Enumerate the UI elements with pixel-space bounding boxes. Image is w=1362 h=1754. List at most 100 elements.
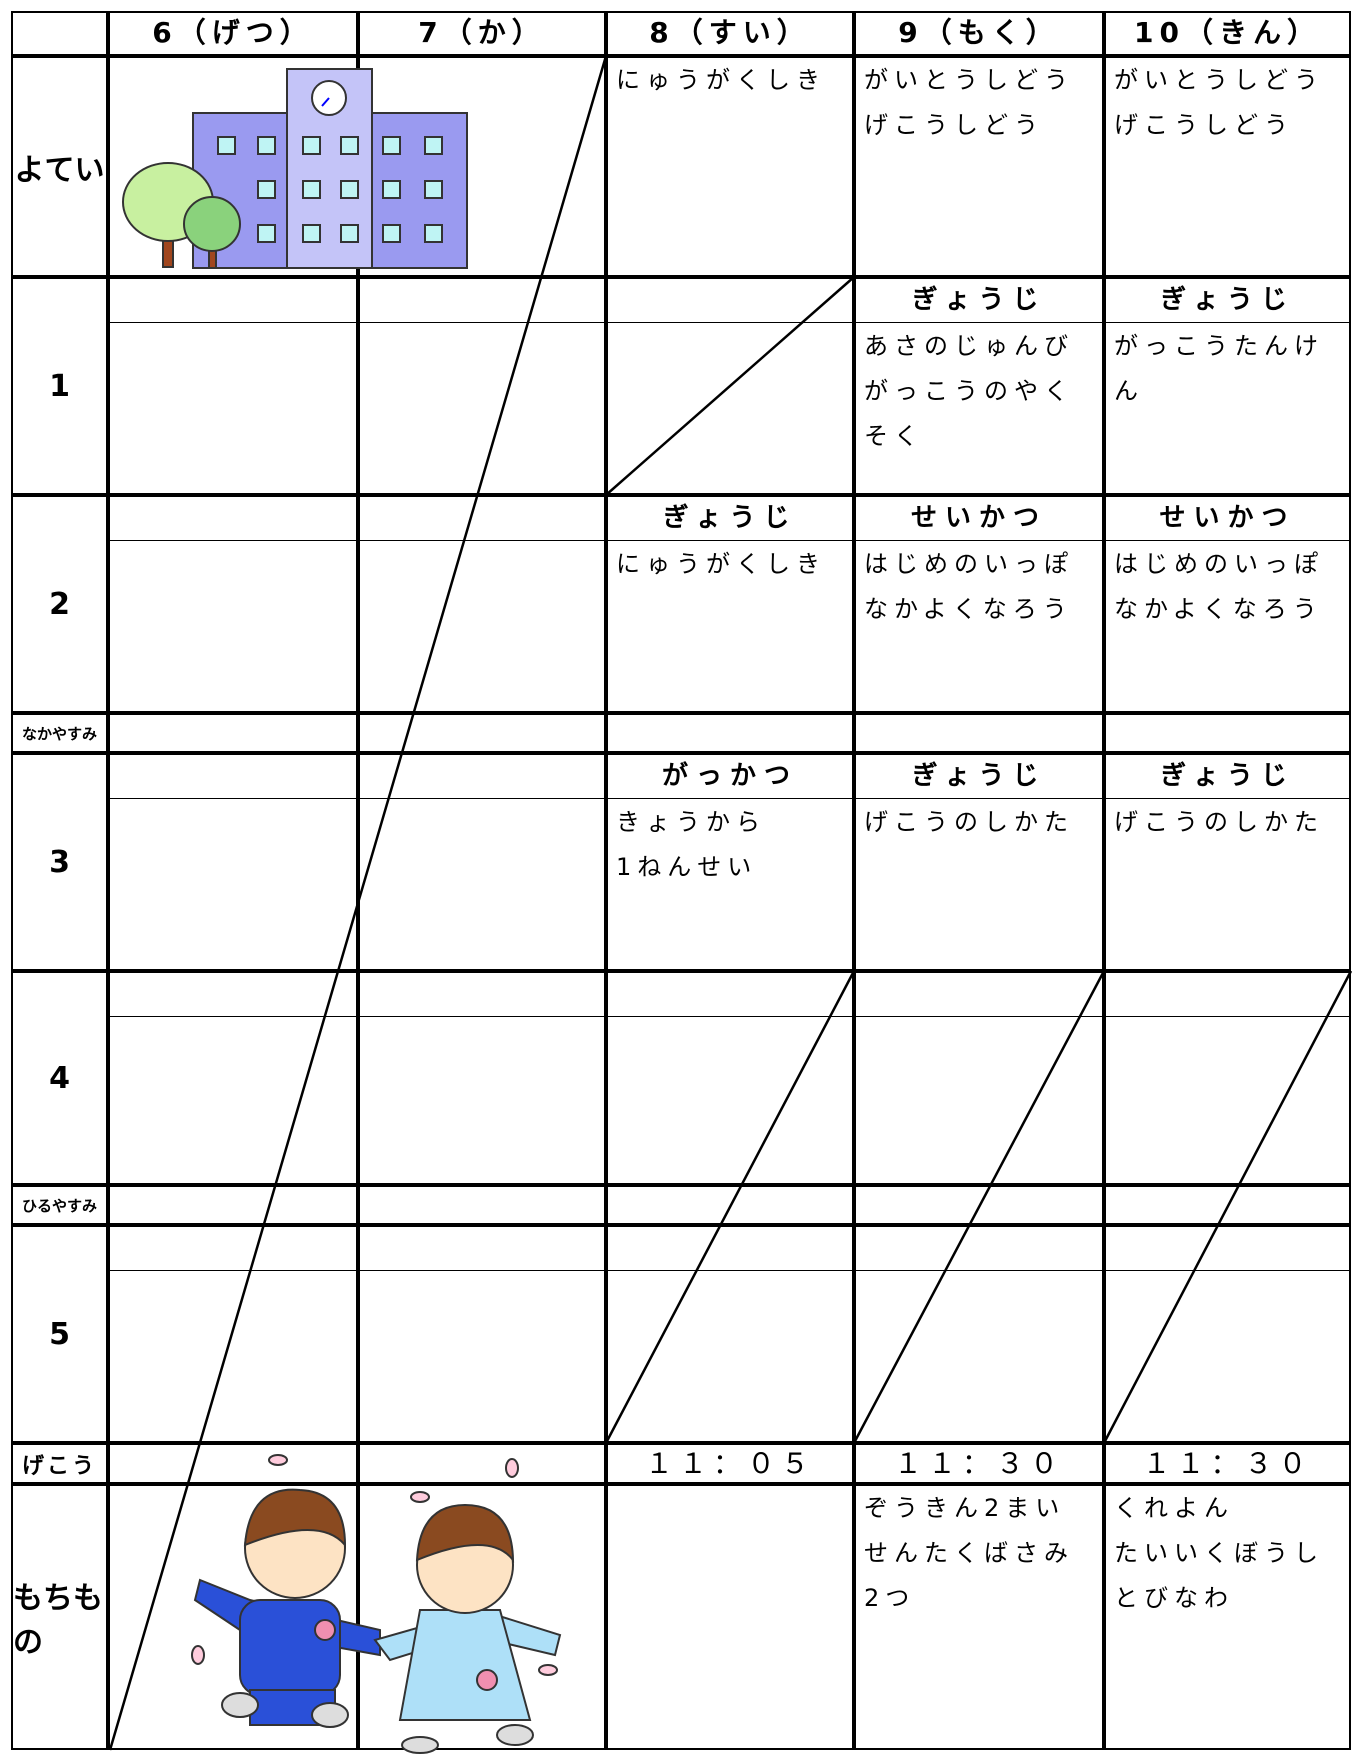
cell-lines: げこうのしかた bbox=[1114, 800, 1347, 845]
row-label-text: よてい bbox=[14, 152, 105, 188]
cell-line: がいとうしどう bbox=[1114, 66, 1324, 94]
timetable-cell bbox=[108, 1484, 358, 1750]
timetable-cell bbox=[606, 1225, 854, 1443]
cell-heading: せいかつ bbox=[856, 497, 1102, 541]
row-label: なかやすみ bbox=[11, 713, 108, 753]
day-header: 8（すい） bbox=[606, 11, 854, 56]
cell-heading: ぎょうじ bbox=[608, 497, 852, 541]
row-label: 3 bbox=[11, 753, 108, 971]
timetable-cell bbox=[358, 56, 606, 277]
day-header: 7（か） bbox=[358, 11, 606, 56]
timetable-cell bbox=[108, 753, 358, 971]
cell-lines: １１：０５ bbox=[608, 1445, 852, 1482]
timetable-cell bbox=[358, 495, 606, 713]
row-label: げこう bbox=[11, 1443, 108, 1484]
timetable-cell: せいかつ はじめのいっぽ なかよくなろう bbox=[1104, 495, 1351, 713]
cell-lines: がいとうしどう げこうしどう bbox=[864, 58, 1100, 148]
cell-line: にゅうがくしき bbox=[616, 550, 826, 578]
day-header: 10（きん） bbox=[1104, 11, 1351, 56]
cell-line: がっこうのやく bbox=[864, 377, 1074, 405]
row-label-text: なかやすみ bbox=[21, 724, 97, 743]
cell-heading: ぎょうじ bbox=[856, 279, 1102, 323]
timetable-cell: ぎょうじ あさのじゅんび がっこうのやく そく bbox=[854, 277, 1104, 495]
timetable-cell: がいとうしどう げこうしどう bbox=[1104, 56, 1351, 277]
cell-heading bbox=[856, 1227, 1102, 1271]
cell-line: たいいくぼうし bbox=[1114, 1539, 1324, 1567]
timetable-cell bbox=[358, 277, 606, 495]
timetable-cell: せいかつ はじめのいっぽ なかよくなろう bbox=[854, 495, 1104, 713]
timetable-cell bbox=[358, 1484, 606, 1750]
cell-heading: ぎょうじ bbox=[1106, 279, 1349, 323]
cell-heading bbox=[110, 973, 356, 1017]
cell-line: きょうから bbox=[616, 808, 766, 836]
cell-heading bbox=[608, 279, 852, 323]
cell-line: １１：３０ bbox=[1142, 1447, 1313, 1480]
timetable-cell: がいとうしどう げこうしどう bbox=[854, 56, 1104, 277]
row-label: もちもの bbox=[11, 1484, 108, 1750]
cell-line: はじめのいっぽ bbox=[1114, 550, 1324, 578]
cell-line: なかよくなろう bbox=[1114, 595, 1323, 623]
timetable-cell bbox=[854, 713, 1104, 753]
cell-lines: １１：３０ bbox=[1106, 1445, 1349, 1482]
timetable-cell: １１：３０ bbox=[854, 1443, 1104, 1484]
cell-line: 1ねんせい bbox=[616, 853, 758, 881]
cell-lines: あさのじゅんび がっこうのやく そく bbox=[864, 324, 1100, 459]
timetable-cell bbox=[854, 1185, 1104, 1225]
row-label: よてい bbox=[11, 56, 108, 277]
timetable-cell: がっかつきょうから 1ねんせい bbox=[606, 753, 854, 971]
cell-lines: にゅうがくしき bbox=[616, 542, 850, 587]
timetable-cell bbox=[358, 713, 606, 753]
row-label: 5 bbox=[11, 1225, 108, 1443]
cell-heading: ぎょうじ bbox=[856, 755, 1102, 799]
cell-heading: がっかつ bbox=[608, 755, 852, 799]
cell-line: にゅうがくしき bbox=[616, 66, 826, 94]
corner-cell bbox=[11, 11, 108, 56]
timetable-cell: ぞうきん2まい せんたくばさみ 2つ bbox=[854, 1484, 1104, 1750]
timetable-cell bbox=[606, 971, 854, 1185]
cell-line: がっこうたんけ bbox=[1114, 332, 1324, 360]
cell-line: １１：０５ bbox=[644, 1447, 815, 1480]
cell-line: がいとうしどう bbox=[864, 66, 1074, 94]
timetable-cell: １１：３０ bbox=[1104, 1443, 1351, 1484]
row-label-text: 3 bbox=[49, 844, 70, 880]
timetable-cell bbox=[854, 971, 1104, 1185]
timetable-cell bbox=[108, 971, 358, 1185]
cell-heading: ぎょうじ bbox=[1106, 755, 1349, 799]
timetable-cell bbox=[358, 1185, 606, 1225]
timetable-cell bbox=[606, 1484, 854, 1750]
timetable-cell: にゅうがくしき bbox=[606, 56, 854, 277]
cell-line: げこうのしかた bbox=[864, 808, 1074, 836]
timetable-cell bbox=[1104, 713, 1351, 753]
cell-line: くれよん bbox=[1114, 1494, 1234, 1522]
cell-heading bbox=[360, 1227, 604, 1271]
timetable-cell bbox=[108, 1443, 358, 1484]
row-label-text: もちもの bbox=[13, 1581, 103, 1660]
row-label: ひるやすみ bbox=[11, 1185, 108, 1225]
cell-heading bbox=[608, 1227, 852, 1271]
timetable-cell: １１：０５ bbox=[606, 1443, 854, 1484]
timetable-cell: ぎょうじげこうのしかた bbox=[854, 753, 1104, 971]
row-label-text: 2 bbox=[49, 586, 70, 622]
row-label-text: 5 bbox=[49, 1316, 70, 1352]
cell-heading bbox=[110, 497, 356, 541]
cell-lines: がっこうたんけん bbox=[1114, 324, 1347, 414]
cell-heading bbox=[110, 755, 356, 799]
row-label: 2 bbox=[11, 495, 108, 713]
cell-line: ぞうきん2まい bbox=[864, 1494, 1066, 1522]
cell-lines: はじめのいっぽ なかよくなろう bbox=[1114, 542, 1347, 632]
timetable-cell: くれよん たいいくぼうし とびなわ bbox=[1104, 1484, 1351, 1750]
row-label-text: げこう bbox=[21, 1453, 97, 1479]
cell-line: 2つ bbox=[864, 1584, 916, 1612]
timetable-cell bbox=[108, 713, 358, 753]
cell-line: ん bbox=[1114, 377, 1144, 405]
timetable-cell bbox=[1104, 971, 1351, 1185]
cell-heading bbox=[110, 279, 356, 323]
day-header: 6（げつ） bbox=[108, 11, 358, 56]
cell-line: １１：３０ bbox=[893, 1447, 1064, 1480]
cell-heading bbox=[1106, 1227, 1349, 1271]
cell-line: あさのじゅんび bbox=[864, 332, 1074, 360]
row-label-text: 4 bbox=[49, 1060, 70, 1096]
cell-line: はじめのいっぽ bbox=[864, 550, 1074, 578]
cell-line: げこうのしかた bbox=[1114, 808, 1324, 836]
